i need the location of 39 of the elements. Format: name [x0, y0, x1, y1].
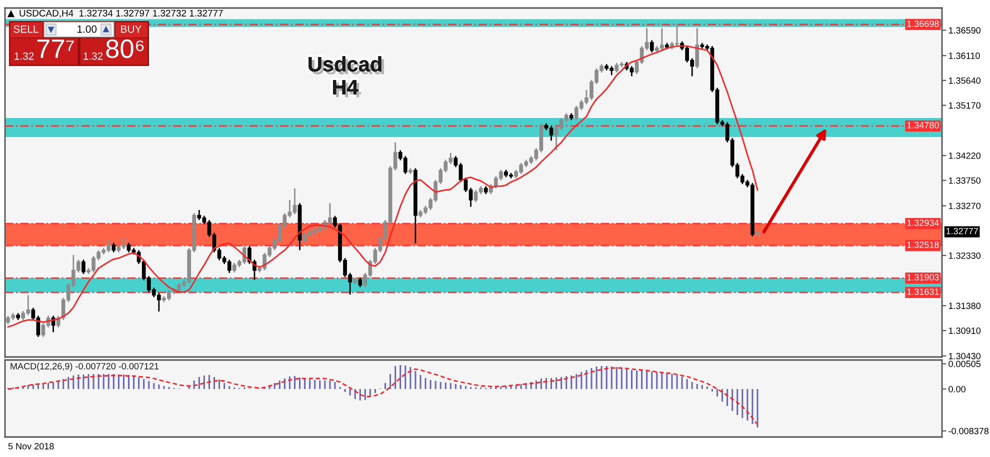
annotation: USDCAD,H4 1.32734 1.32797 1.32732 1.32777	[20, 10, 223, 18]
y-tick-label: 1.35640	[948, 77, 981, 84]
y-tick-label: 0.00	[948, 386, 966, 392]
y-tick-label: 1.32330	[948, 252, 981, 259]
y-tick-label: 1.33270	[948, 202, 981, 210]
y-tick-label: 0.00505	[948, 360, 981, 368]
y-tick-label: 1.36590	[948, 27, 981, 34]
annotation: 1.32	[14, 52, 34, 60]
annotation: 1.00	[78, 25, 97, 33]
annotation: 77⁷	[37, 40, 74, 58]
ref-line-label: 1.32934	[907, 220, 939, 226]
text: Usdcad	[308, 56, 384, 74]
y-tick-label: 1.36110	[948, 52, 980, 59]
ref-line-label: 1.34780	[907, 122, 939, 128]
candlestick	[695, 27, 700, 69]
candlestick	[358, 276, 362, 288]
ref-line-label: 1.31903	[907, 274, 939, 280]
text: 1.32777	[946, 228, 978, 234]
annotation: 1.32	[84, 52, 103, 60]
candlestick	[650, 40, 654, 54]
y-tick-label: 1.33750	[948, 177, 981, 184]
y-tick-label: 1.30910	[948, 328, 981, 334]
y-tick-label: -0.008378	[948, 428, 989, 434]
annotation: SELL	[14, 25, 38, 33]
text: 5 Nov 2018	[8, 443, 54, 450]
candlestick	[248, 245, 252, 265]
ref-line-label: 1.36698	[907, 20, 939, 27]
chart-title: MACD(12,26,9) -0.007720 -0.007121	[10, 362, 159, 372]
ref-line-label: 1.32518	[907, 242, 939, 248]
candlestick	[112, 242, 116, 253]
annotation: BUY	[121, 26, 142, 33]
y-tick-label: 1.34220	[948, 152, 981, 159]
candlestick	[82, 259, 86, 275]
y-tick-label: 1.30430	[948, 352, 981, 360]
y-tick-label: 1.35170	[948, 102, 981, 109]
annotation: 80⁶	[106, 39, 144, 58]
y-tick-label: 1.31380	[948, 302, 981, 310]
text: H4	[333, 80, 361, 98]
ref-line-label: 1.31631	[907, 288, 939, 295]
